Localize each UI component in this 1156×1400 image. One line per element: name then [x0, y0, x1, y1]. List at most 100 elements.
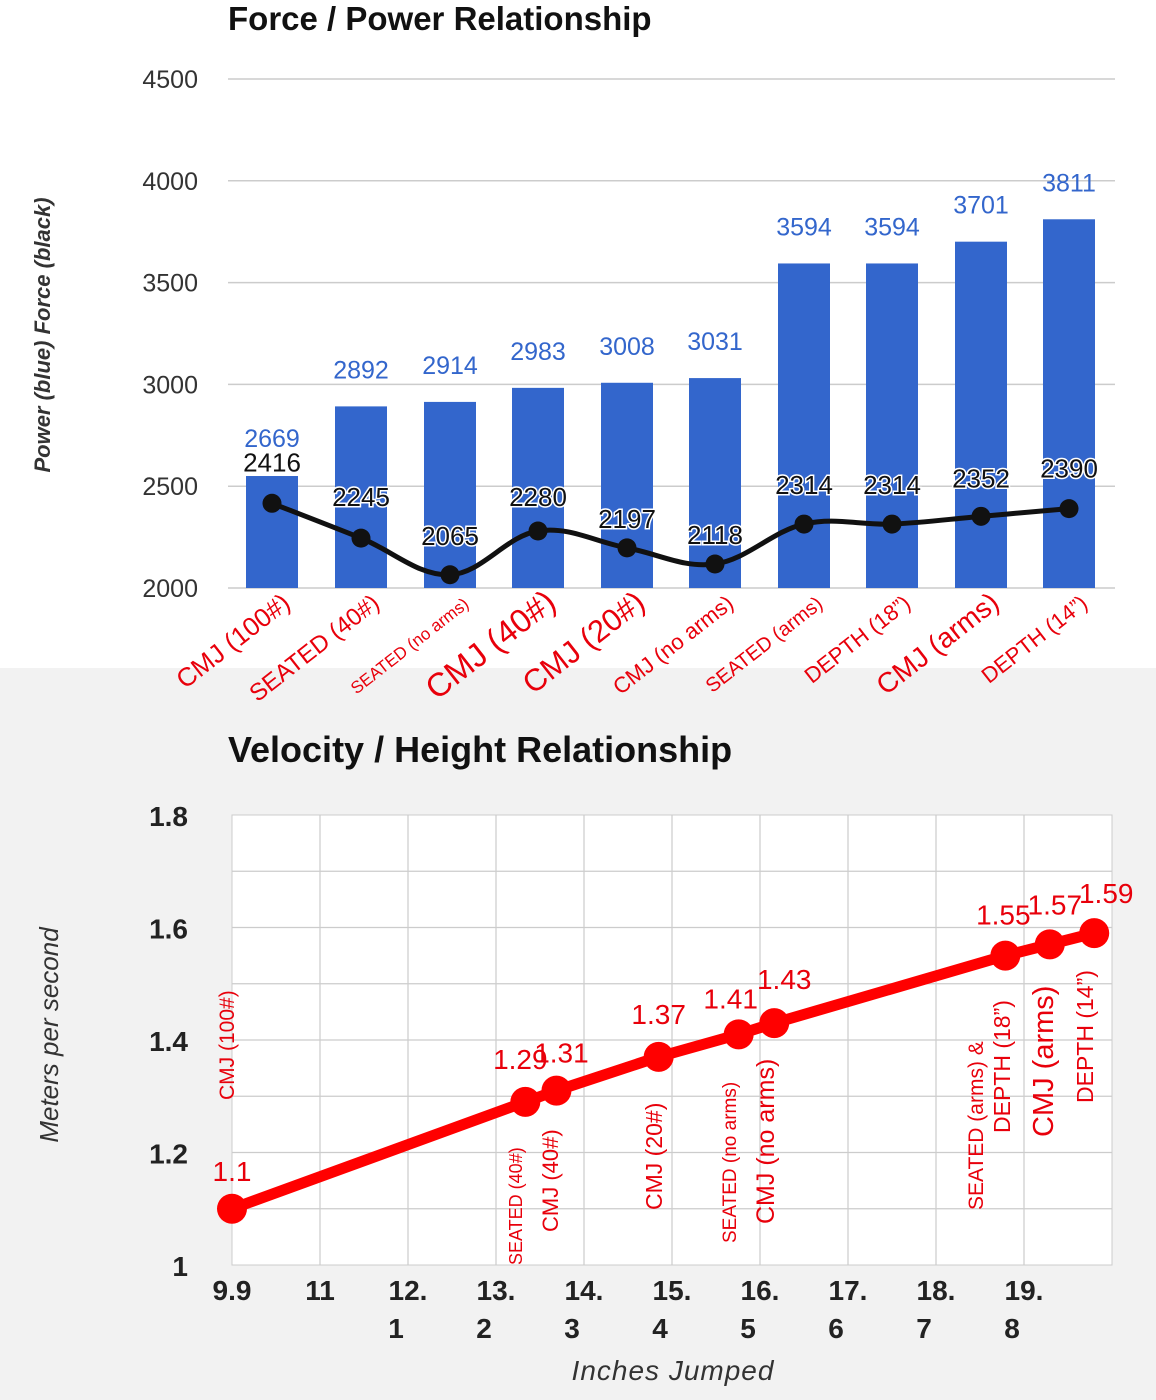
- force-point: [351, 528, 371, 548]
- force-value-label: 2314: [775, 470, 833, 500]
- velocity-value-label: 1.43: [757, 964, 812, 995]
- power-value-label: 2914: [422, 352, 478, 380]
- power-value-label: 2669: [244, 425, 300, 453]
- x-tick-label: 12.: [389, 1275, 428, 1306]
- power-value-label: 3811: [1042, 169, 1096, 197]
- force-point: [882, 514, 902, 534]
- force-point: [440, 565, 460, 585]
- y-tick-label: 1: [172, 1251, 188, 1282]
- velocity-x-axis-title: Inches Jumped: [572, 1355, 775, 1386]
- power-bar: [866, 263, 918, 588]
- force-power-y-axis-title: Power (blue) Force (black): [30, 197, 55, 472]
- y-tick-label: 1.4: [149, 1026, 188, 1057]
- x-tick-label: 19.: [1005, 1275, 1044, 1306]
- power-value-label: 3031: [687, 328, 743, 356]
- velocity-point: [541, 1075, 572, 1106]
- power-bar: [955, 241, 1007, 589]
- point-annotation: CMJ (no arms): [752, 1059, 780, 1224]
- velocity-point: [759, 1008, 790, 1039]
- force-data-labels: 2416 2245 2065 2280 2197 2118 2314 2314 2352 2390: [242, 446, 1100, 552]
- x-tick-label: 15.: [653, 1275, 692, 1306]
- velocity-data-labels: 1.1 1.291.31 1.37 1.411.43 1.551.571.59: [213, 878, 1134, 1187]
- power-bar: [778, 263, 830, 588]
- y-tick-label: 4000: [142, 168, 198, 196]
- power-bar: [689, 378, 741, 588]
- velocity-y-axis-title: Meters per second: [34, 926, 64, 1143]
- force-point: [617, 538, 637, 558]
- velocity-value-label: 1.41: [703, 983, 758, 1014]
- power-bar: [335, 406, 387, 588]
- force-power-y-ticks: 4500 4000 3500 3000 2500 2000: [142, 66, 198, 603]
- velocity-value-label: 1.1: [213, 1156, 252, 1187]
- x-tick-label: 16.: [741, 1275, 780, 1306]
- force-line-series: [262, 493, 1079, 585]
- point-annotation: DEPTH (14”): [1072, 970, 1098, 1103]
- y-tick-label: 4500: [142, 66, 198, 94]
- force-point: [528, 521, 548, 541]
- velocity-point: [217, 1193, 247, 1224]
- power-value-label: 2892: [333, 356, 389, 384]
- x-tick-label-line2: 4: [652, 1313, 668, 1344]
- y-tick-label: 2000: [142, 575, 198, 603]
- point-annotation: SEATED (no arms): [720, 1082, 741, 1243]
- velocity-value-label: 1.31: [534, 1038, 589, 1069]
- point-annotation: SEATED (arms) &: [965, 1041, 988, 1210]
- force-value-label: 2352: [952, 463, 1010, 493]
- velocity-height-title: Velocity / Height Relationship: [228, 729, 732, 770]
- power-value-label: 3701: [953, 192, 1009, 220]
- point-annotation: CMJ (100#): [216, 990, 239, 1100]
- y-tick-label: 2500: [142, 473, 198, 501]
- velocity-value-label: 1.29: [493, 1044, 548, 1075]
- y-tick-label: 3500: [142, 270, 198, 298]
- y-tick-label: 1.6: [149, 914, 188, 945]
- velocity-gridlines: [232, 815, 1112, 1265]
- y-tick-label: 1.2: [149, 1139, 188, 1170]
- x-tick-label: 17.: [829, 1275, 868, 1306]
- velocity-annotations: CMJ (100#) SEATED (40#) CMJ (40#) CMJ (20#)…: [216, 970, 1098, 1265]
- point-annotation: CMJ (20#): [641, 1103, 667, 1210]
- velocity-point: [510, 1086, 541, 1117]
- velocity-point: [643, 1041, 674, 1072]
- force-value-label: 2280: [509, 482, 567, 512]
- x-tick-label: 18.: [917, 1275, 956, 1306]
- x-tick-label-line2: 3: [564, 1313, 580, 1344]
- y-tick-label: 3000: [142, 371, 198, 399]
- velocity-point: [1079, 918, 1110, 949]
- y-tick-label: 1.8: [149, 801, 188, 832]
- force-value-label: 2245: [332, 482, 390, 512]
- power-bar: [1043, 219, 1095, 588]
- x-tick-label-line2: 2: [476, 1313, 492, 1344]
- velocity-value-label: 1.59: [1079, 878, 1134, 909]
- force-value-label: 2118: [687, 520, 743, 550]
- velocity-value-label: 1.55: [976, 900, 1031, 931]
- force-point: [705, 554, 725, 574]
- x-tick-label: 13.: [477, 1275, 516, 1306]
- velocity-line-series: [217, 918, 1110, 1224]
- power-data-labels: 2669 2892 2914 2983 3008 3031 3594 3594 3701 3811: [244, 169, 1096, 453]
- force-point: [1059, 499, 1079, 519]
- force-line: [271, 500, 1070, 578]
- velocity-value-label: 1.37: [631, 999, 686, 1030]
- force-value-label: 2065: [421, 521, 479, 551]
- velocity-point: [723, 1019, 754, 1050]
- force-point: [262, 493, 282, 513]
- force-point: [971, 506, 991, 526]
- power-value-label: 3594: [776, 213, 832, 241]
- force-value-label: 2416: [243, 447, 301, 477]
- velocity-x-ticks: 9.9 11 12. 1 13. 2 14. 3 15. 4 16. 5 17. 6 18. 7 19. 8: [213, 1275, 1044, 1344]
- force-point: [794, 514, 814, 534]
- force-power-title: Force / Power Relationship: [228, 0, 652, 37]
- x-tick-label-line2: 8: [1004, 1313, 1020, 1344]
- point-annotation: CMJ (arms): [1028, 986, 1060, 1137]
- power-bar: [424, 401, 476, 588]
- power-bar: [512, 387, 564, 588]
- force-value-label: 2390: [1040, 454, 1098, 484]
- velocity-point: [1034, 929, 1065, 960]
- velocity-y-ticks: 1.8 1.6 1.4 1.2 1: [149, 801, 188, 1282]
- x-tick-label: 9.9: [213, 1275, 252, 1306]
- x-tick-label-line2: 1: [388, 1313, 404, 1344]
- x-tick-label: 11: [305, 1275, 335, 1306]
- point-annotation: DEPTH (18”): [989, 1000, 1015, 1133]
